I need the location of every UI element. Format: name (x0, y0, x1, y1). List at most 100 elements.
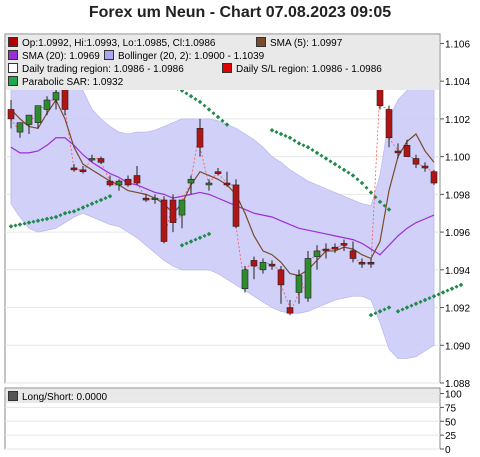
sma5-line (10, 98, 435, 277)
candle (331, 243, 339, 253)
sar-point (98, 197, 104, 203)
candle-body (403, 145, 411, 157)
candle (7, 100, 15, 129)
candle-body (430, 171, 438, 184)
candle-body (97, 158, 105, 163)
y-tick-label: 1.090 (445, 341, 470, 352)
candle (70, 164, 78, 172)
candle (250, 256, 258, 280)
sar-point (278, 131, 284, 137)
candle-body (160, 199, 168, 242)
candle (43, 96, 51, 116)
y-tick-label: 1.094 (445, 266, 470, 277)
sar-point (202, 233, 207, 238)
candle (367, 258, 375, 268)
candle-body (412, 158, 420, 165)
candle (16, 122, 24, 138)
candle (34, 105, 42, 129)
sar-point (386, 305, 392, 310)
candle (115, 179, 123, 191)
candle-body (106, 180, 114, 186)
sar-point (337, 165, 342, 169)
candle-body (241, 269, 249, 289)
sar-point (44, 216, 50, 222)
sub-y-tick-label: 0 (445, 445, 451, 456)
sar-point (89, 201, 95, 207)
candle-body (25, 114, 33, 125)
close-connector (64, 109, 75, 169)
sar-point (107, 193, 113, 199)
sub-legend-label: Long/Short: 0.0000 (22, 392, 108, 403)
candle (349, 241, 357, 263)
candle-body (16, 122, 24, 133)
y-tick-label: 1.102 (445, 115, 470, 126)
legend-swatch (222, 63, 232, 73)
sma20-line (10, 137, 435, 256)
sar-point (202, 103, 207, 108)
candle (133, 166, 141, 185)
candle (313, 245, 321, 270)
sar-point (422, 297, 428, 303)
legend-item: Daily trading region: 1.0986 - 1.0986 (8, 63, 184, 76)
legend-background (6, 35, 439, 90)
candle-body (421, 165, 429, 169)
y-tick-label: 1.104 (445, 77, 470, 88)
candle-body (34, 105, 42, 123)
legend-label: SMA (5): 1.0997 (270, 38, 343, 49)
sub-legend-swatch (8, 391, 18, 401)
sar-point (184, 91, 189, 96)
sar-point (193, 97, 198, 102)
sar-point (377, 199, 383, 205)
sub-panel-legend: Long/Short: 0.0000 (8, 391, 107, 404)
sub-y-tick-label: 100 (445, 390, 462, 401)
candle-body (358, 261, 366, 265)
candle-body (277, 269, 285, 286)
close-connector (379, 105, 390, 110)
legend-item: Daily S/L region: 1.0986 - 1.0986 (222, 63, 382, 76)
close-connector (415, 163, 426, 167)
candle-body (313, 250, 321, 257)
sar-point (193, 237, 198, 242)
candle-body (340, 243, 348, 246)
sub-legend-background (6, 389, 439, 403)
candle (88, 154, 96, 163)
candle (124, 175, 132, 187)
legend-swatch (8, 76, 18, 86)
candle (385, 105, 393, 148)
candle-body (250, 260, 258, 267)
close-connector (181, 182, 192, 201)
legend-swatch (8, 50, 18, 60)
close-connector (424, 167, 435, 173)
candle (430, 169, 438, 185)
candle-body (88, 158, 96, 161)
sar-point (454, 284, 459, 289)
candle-body (286, 307, 294, 314)
sar-point (67, 210, 72, 215)
close-connector (307, 256, 318, 259)
legend-swatch (104, 50, 114, 60)
sar-point (359, 180, 365, 186)
sar-point (458, 282, 464, 288)
close-connector (352, 258, 363, 263)
candle (268, 260, 276, 270)
sar-point (220, 118, 225, 123)
candle (277, 266, 285, 304)
sar-point (350, 173, 356, 178)
candle (187, 175, 195, 195)
sar-point (211, 111, 216, 116)
candle (358, 258, 366, 268)
candle (403, 139, 411, 157)
sar-point (184, 241, 189, 246)
candle (97, 156, 105, 165)
legend-label: Daily trading region: 1.0986 - 1.0986 (22, 64, 184, 75)
candle (151, 194, 159, 204)
bollinger-band (10, 65, 435, 359)
close-connector (271, 265, 282, 271)
candle-body (70, 167, 78, 171)
sar-point (445, 288, 450, 293)
legend-label: SMA (20): 1.0969 (22, 51, 100, 62)
legend-item: Bollinger (20, 2): 1.0900 - 1.1039 (104, 50, 264, 63)
candle (304, 250, 312, 302)
candle (25, 114, 33, 134)
